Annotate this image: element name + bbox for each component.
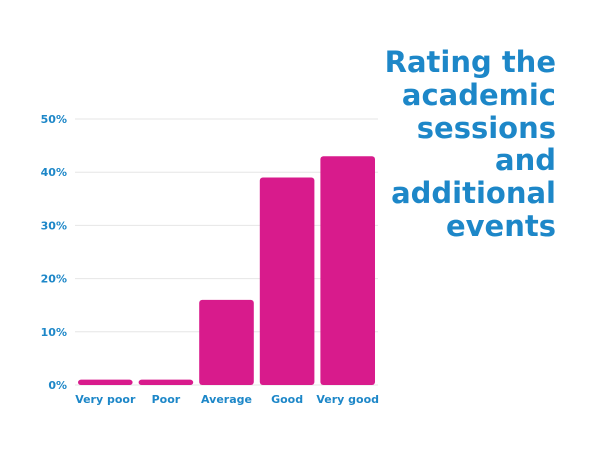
- x-tick-label: Very good: [316, 393, 379, 406]
- x-tick-label: Good: [271, 393, 303, 406]
- bar-good: [259, 177, 315, 385]
- bar-average: [199, 299, 254, 385]
- y-tick-label: 50%: [41, 113, 67, 126]
- y-tick-label: 20%: [41, 273, 67, 286]
- x-tick-label: Average: [201, 393, 252, 406]
- x-tick-label: Poor: [152, 393, 181, 406]
- y-tick-label: 30%: [41, 219, 67, 232]
- bars: [78, 156, 375, 385]
- bar-very-poor: [78, 379, 133, 385]
- bar-poor: [138, 379, 194, 385]
- y-axis-ticks: 0% 10% 20% 30% 40% 50%: [41, 113, 67, 392]
- x-tick-label: Very poor: [75, 393, 136, 406]
- x-axis-ticks: Very poor Poor Average Good Very good: [75, 393, 379, 406]
- bar-very-good: [320, 156, 375, 385]
- y-tick-label: 0%: [48, 379, 67, 392]
- y-tick-label: 40%: [41, 166, 67, 179]
- chart-title: Rating the academic sessions and additio…: [384, 45, 556, 243]
- y-tick-label: 10%: [41, 326, 67, 339]
